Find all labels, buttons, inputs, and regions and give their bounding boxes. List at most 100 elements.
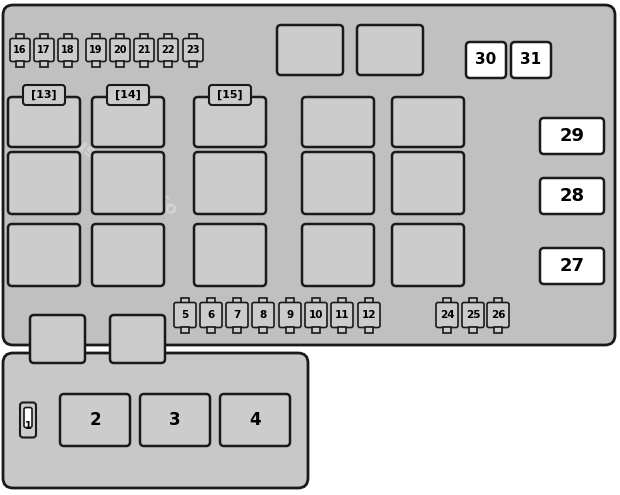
FancyBboxPatch shape	[3, 353, 308, 488]
Text: 11: 11	[335, 310, 349, 320]
Text: 30: 30	[476, 52, 497, 67]
Bar	[286, 327, 294, 333]
Bar	[92, 34, 100, 40]
Text: 28: 28	[559, 187, 585, 205]
FancyBboxPatch shape	[279, 302, 301, 328]
FancyBboxPatch shape	[436, 302, 458, 328]
Bar	[365, 327, 373, 333]
Bar	[92, 60, 100, 66]
Text: 23: 23	[186, 45, 200, 55]
Text: 22: 22	[161, 45, 175, 55]
Bar	[116, 34, 124, 40]
FancyBboxPatch shape	[302, 224, 374, 286]
FancyBboxPatch shape	[134, 39, 154, 61]
Text: 8: 8	[259, 310, 267, 320]
FancyBboxPatch shape	[58, 39, 78, 61]
Text: 17: 17	[37, 45, 51, 55]
Text: 21: 21	[137, 45, 151, 55]
Bar	[40, 60, 48, 66]
FancyBboxPatch shape	[305, 302, 327, 328]
Text: 18: 18	[61, 45, 75, 55]
FancyBboxPatch shape	[466, 42, 506, 78]
Text: 2: 2	[89, 411, 101, 429]
Bar	[40, 34, 48, 40]
FancyBboxPatch shape	[392, 224, 464, 286]
Bar	[207, 297, 215, 303]
Bar	[469, 297, 477, 303]
FancyBboxPatch shape	[92, 97, 164, 147]
FancyBboxPatch shape	[23, 85, 65, 105]
Text: 29: 29	[559, 127, 585, 145]
FancyBboxPatch shape	[30, 315, 85, 363]
FancyBboxPatch shape	[209, 85, 251, 105]
Text: 3: 3	[169, 411, 181, 429]
FancyBboxPatch shape	[392, 152, 464, 214]
FancyBboxPatch shape	[10, 39, 30, 61]
Bar	[443, 327, 451, 333]
Text: 24: 24	[440, 310, 454, 320]
FancyBboxPatch shape	[331, 302, 353, 328]
Text: 10: 10	[309, 310, 323, 320]
FancyBboxPatch shape	[158, 39, 178, 61]
Bar	[494, 327, 502, 333]
FancyBboxPatch shape	[540, 178, 604, 214]
Text: 12: 12	[361, 310, 376, 320]
FancyBboxPatch shape	[357, 25, 423, 75]
FancyBboxPatch shape	[358, 302, 380, 328]
FancyBboxPatch shape	[3, 5, 615, 345]
Text: 9: 9	[286, 310, 293, 320]
FancyBboxPatch shape	[194, 97, 266, 147]
Bar	[140, 60, 148, 66]
FancyBboxPatch shape	[220, 394, 290, 446]
Bar	[312, 297, 320, 303]
Bar	[116, 60, 124, 66]
Bar	[469, 327, 477, 333]
FancyBboxPatch shape	[487, 302, 509, 328]
Text: 19: 19	[89, 45, 103, 55]
Text: 7: 7	[233, 310, 241, 320]
Text: [15]: [15]	[217, 90, 243, 100]
Bar	[64, 60, 72, 66]
FancyBboxPatch shape	[302, 97, 374, 147]
FancyBboxPatch shape	[462, 302, 484, 328]
FancyBboxPatch shape	[110, 315, 165, 363]
Bar	[259, 327, 267, 333]
FancyBboxPatch shape	[8, 97, 80, 147]
FancyBboxPatch shape	[86, 39, 106, 61]
Bar	[64, 34, 72, 40]
FancyBboxPatch shape	[540, 118, 604, 154]
Bar	[312, 327, 320, 333]
Bar	[233, 297, 241, 303]
Bar	[365, 297, 373, 303]
Bar	[207, 327, 215, 333]
Text: [14]: [14]	[115, 90, 141, 100]
Bar	[181, 297, 189, 303]
Bar	[16, 34, 24, 40]
Bar	[259, 297, 267, 303]
FancyBboxPatch shape	[226, 302, 248, 328]
Bar	[164, 34, 172, 40]
FancyBboxPatch shape	[174, 302, 196, 328]
Text: 1: 1	[25, 421, 32, 431]
FancyBboxPatch shape	[20, 402, 36, 438]
FancyBboxPatch shape	[107, 85, 149, 105]
Text: 16: 16	[13, 45, 27, 55]
FancyBboxPatch shape	[194, 224, 266, 286]
FancyBboxPatch shape	[92, 224, 164, 286]
Bar	[338, 327, 346, 333]
FancyBboxPatch shape	[92, 152, 164, 214]
Bar	[286, 297, 294, 303]
Text: 6: 6	[207, 310, 215, 320]
FancyBboxPatch shape	[24, 407, 32, 428]
Bar	[338, 297, 346, 303]
Text: 26: 26	[491, 310, 505, 320]
FancyBboxPatch shape	[8, 224, 80, 286]
FancyBboxPatch shape	[60, 394, 130, 446]
Bar	[16, 60, 24, 66]
FancyBboxPatch shape	[140, 394, 210, 446]
Text: 31: 31	[520, 52, 541, 67]
FancyBboxPatch shape	[194, 152, 266, 214]
Text: 20: 20	[113, 45, 126, 55]
Bar	[494, 297, 502, 303]
FancyBboxPatch shape	[183, 39, 203, 61]
